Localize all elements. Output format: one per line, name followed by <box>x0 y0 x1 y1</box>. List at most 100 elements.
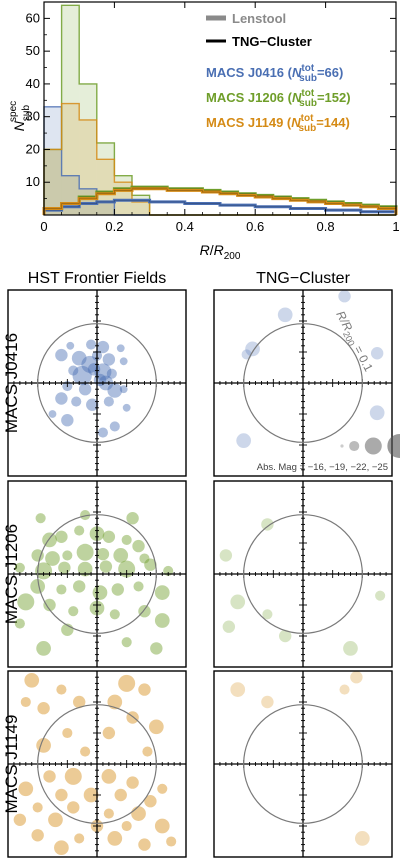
galaxy-point <box>68 606 79 617</box>
galaxy-point <box>43 598 56 612</box>
galaxy-point <box>339 684 350 695</box>
column-title-hst: HST Frontier Fields <box>28 270 166 287</box>
tng-line-macs-j0416 <box>42 198 398 215</box>
r200-circle <box>243 704 363 824</box>
galaxy-point <box>116 344 125 353</box>
galaxy-point <box>148 719 164 735</box>
galaxy-point <box>94 363 112 381</box>
galaxy-point <box>102 726 116 740</box>
galaxy-point <box>109 609 120 620</box>
x-tick-label: 0.2 <box>105 219 123 234</box>
galaxy-point <box>31 549 44 562</box>
galaxy-point <box>111 583 124 596</box>
galaxy-point <box>72 365 92 386</box>
galaxy-point <box>122 403 131 412</box>
panel-points <box>219 518 386 656</box>
r200-circle <box>37 514 157 634</box>
x-tick-label: 1 <box>392 219 399 234</box>
galaxy-point <box>113 548 129 563</box>
galaxy-point <box>118 674 136 692</box>
galaxy-point <box>37 702 50 715</box>
r200-circle <box>243 323 363 443</box>
galaxy-point <box>43 770 56 783</box>
panel-frame <box>213 480 393 668</box>
lenstool-bar-macs-j1206 <box>114 175 132 215</box>
galaxy-point <box>58 561 71 574</box>
column-title-tng: TNG−Cluster <box>256 270 350 287</box>
legend-label-lenstool: Lenstool <box>232 11 286 26</box>
galaxy-point <box>114 788 127 802</box>
galaxy-point <box>350 671 363 684</box>
panel-points <box>236 290 385 449</box>
size-legend-dot <box>349 440 360 452</box>
lenstool-bar-macs-j1206 <box>44 149 62 215</box>
lenstool-bar-macs-j0416 <box>61 175 80 215</box>
y-tick-label: 60 <box>26 10 40 25</box>
x-tick-label: 0.6 <box>246 219 264 234</box>
galaxy-point <box>131 806 146 821</box>
galaxy-point <box>126 776 139 789</box>
lenstool-bar-macs-j1149 <box>114 182 132 215</box>
panel-0-1: R/R200 = 0.1 Abs. Mag = −16, −19, −22, −2… <box>213 289 400 477</box>
galaxy-point <box>81 355 99 373</box>
galaxy-point <box>109 421 120 432</box>
galaxy-point <box>83 787 99 803</box>
galaxy-point <box>77 561 93 577</box>
legend-series-label: MACS J1206 (Ntot sub=152) <box>206 88 351 109</box>
tng-line-edge <box>44 186 396 209</box>
size-legend-dot <box>387 434 400 458</box>
histogram-y-axis-label: Nsubspec <box>8 101 32 131</box>
galaxy-point <box>261 518 274 531</box>
galaxy-point <box>35 562 53 580</box>
panel-1-0 <box>7 480 187 668</box>
galaxy-point <box>96 547 110 561</box>
panel-frame <box>213 289 393 477</box>
galaxy-point <box>106 368 117 379</box>
panel-points <box>230 671 370 846</box>
galaxy-point <box>119 385 128 394</box>
histogram-x-axis-label: R/R200 <box>200 242 241 262</box>
lenstool-bar-macs-j1149 <box>61 103 80 215</box>
galaxy-point <box>56 684 67 695</box>
lenstool-bar-macs-j1206 <box>96 142 115 215</box>
galaxy-point <box>166 836 177 847</box>
galaxy-point <box>261 695 274 709</box>
galaxy-point <box>76 543 94 561</box>
lenstool-bar-macs-j1206 <box>79 83 97 215</box>
tng-line-macs-j1149 <box>42 187 398 215</box>
lenstool-bar-macs-j0416 <box>96 201 115 215</box>
galaxy-point <box>370 347 384 360</box>
x-tick-label: 0.4 <box>176 219 194 234</box>
galaxy-point <box>14 562 25 573</box>
galaxy-point <box>55 348 68 362</box>
galaxy-point <box>245 341 260 357</box>
galaxy-point <box>42 532 57 548</box>
galaxy-point <box>14 618 25 629</box>
galaxy-point <box>241 349 252 360</box>
panel-frame <box>7 289 187 477</box>
lenstool-bar-macs-j1206 <box>61 5 80 216</box>
galaxy-point <box>67 801 80 814</box>
size-legend-dot <box>340 444 344 448</box>
tng-line-edge <box>44 188 396 209</box>
galaxy-point <box>55 788 68 802</box>
galaxy-point <box>154 585 170 600</box>
galaxy-point <box>277 307 293 323</box>
size-legend-label: Abs. Mag = −16, −19, −22, −25 <box>257 462 388 473</box>
galaxy-point <box>118 560 136 578</box>
galaxy-point <box>222 620 236 633</box>
lenstool-bar-macs-j1149 <box>132 201 150 215</box>
galaxy-point <box>154 613 170 628</box>
y-tick-label: 30 <box>26 109 40 124</box>
galaxy-point <box>73 580 86 593</box>
galaxy-point <box>138 838 151 851</box>
galaxy-point <box>66 341 75 350</box>
galaxy-point <box>154 818 170 834</box>
lenstool-bar-macs-j1149 <box>44 149 62 215</box>
galaxy-point <box>80 510 91 521</box>
galaxy-point <box>101 769 117 784</box>
panel-1-1 <box>213 480 393 668</box>
galaxy-point <box>279 629 292 643</box>
